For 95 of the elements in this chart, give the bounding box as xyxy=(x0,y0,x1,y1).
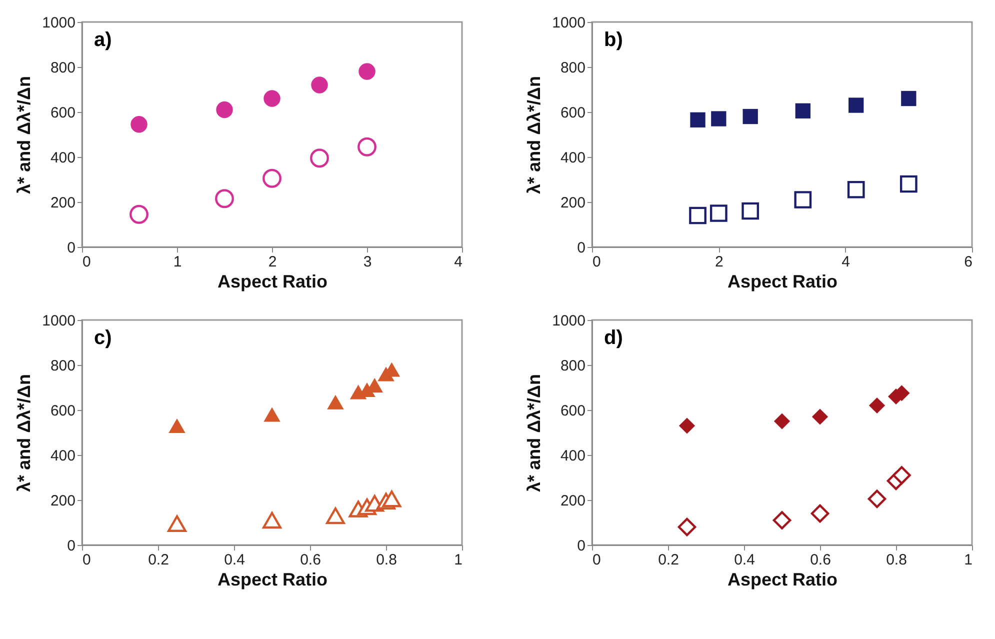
x-tick-label: 0.8 xyxy=(376,552,397,568)
y-tick-label: 1000 xyxy=(42,312,76,330)
y-tick-label: 600 xyxy=(560,402,586,420)
point xyxy=(812,408,828,425)
point xyxy=(262,168,282,188)
x-tick-label: 0 xyxy=(592,552,601,568)
y-tick-label: 200 xyxy=(560,492,586,510)
point xyxy=(868,490,886,508)
point xyxy=(810,504,830,523)
point xyxy=(892,466,911,484)
point xyxy=(774,413,790,430)
x-tick-label: 3 xyxy=(363,254,372,270)
annotation: b) xyxy=(604,29,623,51)
point xyxy=(382,490,402,508)
x-tick-label: 0.2 xyxy=(658,552,679,568)
x-tick-label: 2 xyxy=(714,254,724,270)
x-axis-title: Aspect Ratio xyxy=(217,570,328,590)
point xyxy=(689,206,706,224)
annotation: d) xyxy=(604,327,623,349)
x-tick-label: 1 xyxy=(454,552,462,568)
point xyxy=(168,515,186,532)
x-tick-label: 4 xyxy=(842,254,850,270)
point xyxy=(900,175,918,193)
point xyxy=(130,204,148,224)
point xyxy=(711,111,726,126)
x-tick-label: 6 xyxy=(964,254,972,270)
y-tick-label: 0 xyxy=(67,240,76,256)
x-axis-title: Aspect Ratio xyxy=(727,570,838,590)
x-tick-label: 0 xyxy=(82,552,91,568)
point xyxy=(216,101,233,118)
point xyxy=(264,407,280,422)
x-axis-title: Aspect Ratio xyxy=(217,272,328,292)
y-tick-label: 800 xyxy=(560,358,586,374)
point xyxy=(678,418,696,434)
point xyxy=(130,116,148,133)
point xyxy=(358,137,376,156)
x-tick-label: 4 xyxy=(454,254,462,270)
point xyxy=(795,103,810,118)
y-tick-label: 400 xyxy=(50,448,76,464)
y-tick-label: 0 xyxy=(577,538,586,554)
point xyxy=(742,202,760,220)
y-tick-label: 800 xyxy=(560,60,586,76)
point xyxy=(848,98,864,113)
y-tick-label: 200 xyxy=(50,194,76,212)
x-tick-label: 0.4 xyxy=(224,552,245,568)
point xyxy=(327,394,344,410)
annotation: a) xyxy=(94,29,112,51)
y-tick-label: 600 xyxy=(560,104,586,122)
y-tick-label: 800 xyxy=(50,60,76,76)
point xyxy=(310,148,329,168)
x-tick-label: 0.4 xyxy=(734,552,755,568)
x-tick-label: 2 xyxy=(268,254,277,270)
y-tick-label: 0 xyxy=(67,538,76,554)
point xyxy=(311,76,328,94)
point xyxy=(868,397,886,414)
y-tick-label: 200 xyxy=(50,492,76,510)
point xyxy=(690,112,706,128)
point xyxy=(215,189,234,208)
x-tick-label: 1 xyxy=(173,254,182,270)
y-tick-label: 400 xyxy=(560,448,586,464)
x-tick-label: 1 xyxy=(964,552,972,568)
y-tick-label: 1000 xyxy=(42,14,76,32)
x-tick-label: 0.2 xyxy=(148,552,169,568)
x-tick-label: 0.6 xyxy=(810,552,831,568)
y-axis-title: λ* and Δλ*/Δn xyxy=(14,374,34,492)
point xyxy=(262,512,282,529)
point xyxy=(772,511,792,530)
x-tick-label: 0.6 xyxy=(300,552,321,568)
y-tick-label: 0 xyxy=(577,240,586,256)
y-tick-label: 400 xyxy=(50,150,76,166)
y-tick-label: 200 xyxy=(560,194,586,212)
point xyxy=(794,191,812,208)
y-tick-label: 600 xyxy=(50,402,76,420)
y-tick-label: 800 xyxy=(50,358,76,374)
y-tick-label: 400 xyxy=(560,150,586,166)
point xyxy=(358,63,376,80)
annotation: c) xyxy=(94,327,112,349)
x-axis-title: Aspect Ratio xyxy=(727,272,838,292)
y-axis-title: λ* and Δλ*/Δn xyxy=(524,374,544,492)
x-tick-label: 0 xyxy=(592,254,601,270)
point xyxy=(678,518,696,536)
x-tick-label: 0.8 xyxy=(886,552,907,568)
point xyxy=(326,507,345,524)
y-axis-title: λ* and Δλ*/Δn xyxy=(524,76,544,194)
y-tick-label: 600 xyxy=(50,104,76,122)
y-tick-label: 1000 xyxy=(552,312,586,330)
point xyxy=(168,418,186,433)
point xyxy=(742,108,758,124)
point xyxy=(901,90,916,106)
point xyxy=(710,204,728,222)
y-tick-label: 1000 xyxy=(552,14,586,32)
point xyxy=(847,180,865,198)
point xyxy=(264,90,280,107)
y-axis-title: λ* and Δλ*/Δn xyxy=(14,76,34,194)
x-tick-label: 0 xyxy=(82,254,91,270)
